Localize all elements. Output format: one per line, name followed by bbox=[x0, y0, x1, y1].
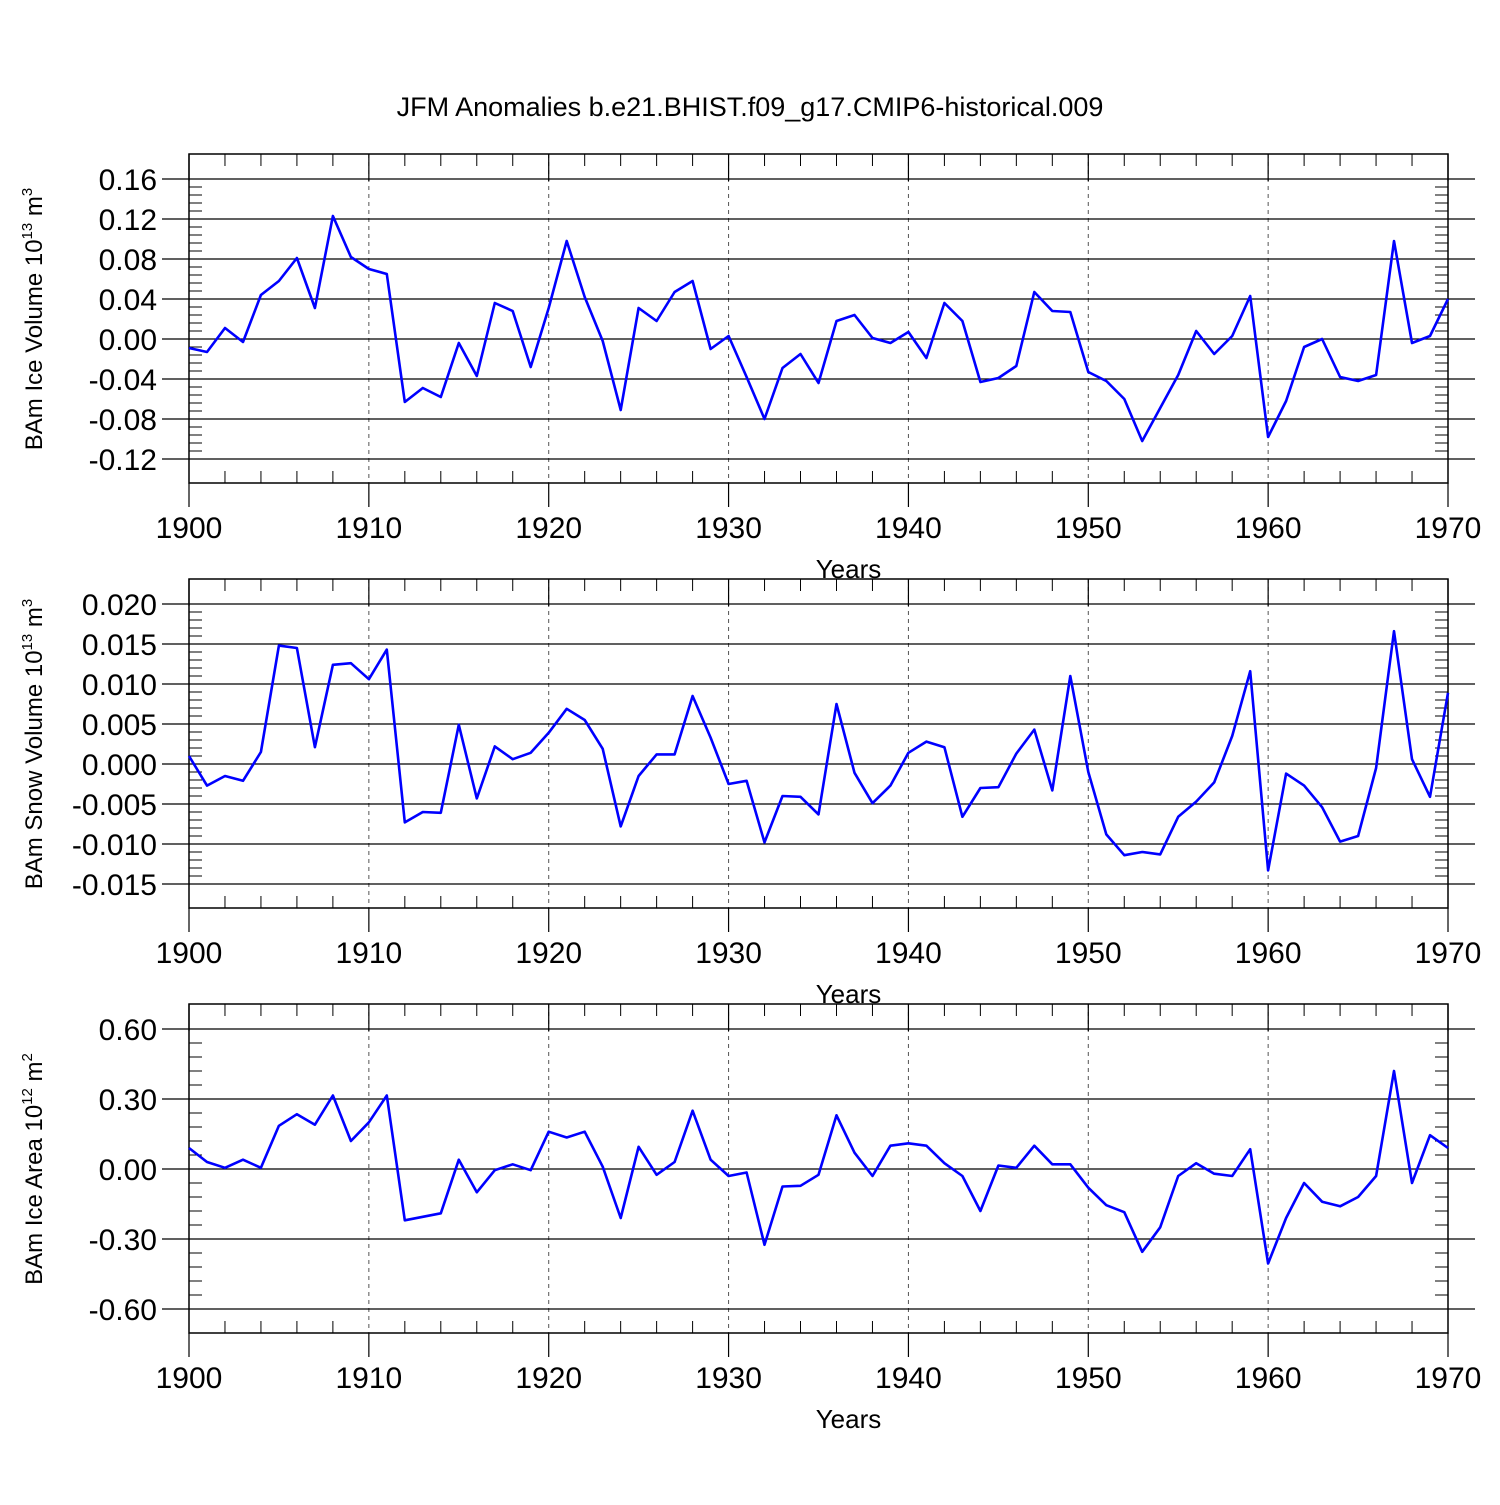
y-tick-label: 0.04 bbox=[99, 284, 157, 317]
y-tick-label: 0.30 bbox=[99, 1084, 157, 1117]
y-tick-label: 0.08 bbox=[99, 244, 157, 277]
x-tick-label: 1920 bbox=[515, 1362, 582, 1395]
y-tick-label: 0.020 bbox=[82, 589, 157, 622]
x-tick-label: 1950 bbox=[1055, 937, 1122, 970]
y-tick-label: -0.12 bbox=[89, 444, 157, 477]
y-tick-label: 0.010 bbox=[82, 669, 157, 702]
x-ticks bbox=[188, 154, 1449, 507]
chart-title: JFM Anomalies b.e21.BHIST.f09_g17.CMIP6-… bbox=[397, 92, 1104, 122]
x-tick-label: 1910 bbox=[335, 937, 402, 970]
plot-frame bbox=[188, 578, 1449, 909]
plot-frame bbox=[188, 153, 1449, 484]
y-tick-label: -0.010 bbox=[72, 829, 157, 862]
x-tick-label: 1960 bbox=[1235, 937, 1302, 970]
y-tick-label: 0.00 bbox=[99, 1154, 157, 1187]
x-ticks bbox=[188, 579, 1449, 932]
y-tick-label: -0.30 bbox=[89, 1224, 157, 1257]
y-tick-label: 0.60 bbox=[99, 1014, 157, 1047]
y-tick-label: -0.04 bbox=[89, 364, 157, 397]
y-tick-label: -0.60 bbox=[89, 1294, 157, 1327]
y-axis-label: BAm Ice Volume 1013 m3 bbox=[19, 188, 48, 450]
x-tick-label: 1960 bbox=[1235, 1362, 1302, 1395]
x-tick-label: 1970 bbox=[1415, 937, 1482, 970]
y-axis-label: BAm Snow Volume 1013 m3 bbox=[19, 599, 48, 890]
x-ticks bbox=[188, 1004, 1449, 1357]
x-tick-label: 1930 bbox=[695, 937, 762, 970]
series-line bbox=[188, 214, 1450, 443]
x-tick-label: 1930 bbox=[695, 1362, 762, 1395]
x-tick-label: 1970 bbox=[1415, 1362, 1482, 1395]
x-tick-label: 1970 bbox=[1415, 512, 1482, 545]
y-ticks bbox=[162, 178, 1475, 460]
x-tick-label: 1910 bbox=[335, 512, 402, 545]
y-tick-label: 0.16 bbox=[99, 164, 157, 197]
x-tick-label: 1920 bbox=[515, 512, 582, 545]
x-axis-label: Years bbox=[816, 1404, 882, 1434]
y-tick-label: 0.005 bbox=[82, 709, 157, 742]
chart-panel-2: -0.015 -0.010 -0.005 0.000 0.005 0.010 0.015 0.… bbox=[19, 578, 1482, 1009]
series-line bbox=[187, 629, 1450, 872]
y-ticks bbox=[162, 603, 1475, 885]
x-tick-label: 1910 bbox=[335, 1362, 402, 1395]
x-tick-label: 1900 bbox=[156, 1362, 223, 1395]
x-tick-label: 1960 bbox=[1235, 512, 1302, 545]
y-tick-label: -0.005 bbox=[72, 789, 157, 822]
y-tick-label: -0.015 bbox=[72, 869, 157, 902]
x-tick-label: 1950 bbox=[1055, 512, 1122, 545]
y-tick-label: 0.00 bbox=[99, 324, 157, 357]
x-tick-label: 1940 bbox=[875, 1362, 942, 1395]
y-axis-label: BAm Ice Area 1012 m2 bbox=[19, 1053, 48, 1285]
chart-panel-1: -0.12 -0.08 -0.04 0.00 0.04 0.08 0.12 0.16 1900 1… bbox=[19, 153, 1482, 584]
x-tick-label: 1940 bbox=[875, 512, 942, 545]
y-ticks bbox=[162, 1028, 1475, 1310]
y-tick-label: 0.12 bbox=[99, 204, 157, 237]
y-tick-label: -0.08 bbox=[89, 404, 157, 437]
x-tick-label: 1940 bbox=[875, 937, 942, 970]
x-tick-label: 1930 bbox=[695, 512, 762, 545]
y-tick-label: 0.000 bbox=[82, 749, 157, 782]
y-tick-label: 0.015 bbox=[82, 629, 157, 662]
x-tick-label: 1900 bbox=[156, 512, 223, 545]
x-tick-label: 1900 bbox=[156, 937, 223, 970]
chart-panel-3: -0.60 -0.30 0.00 0.30 0.60 1900 1910 1920 1930 19… bbox=[19, 1003, 1482, 1434]
x-tick-label: 1920 bbox=[515, 937, 582, 970]
series-line bbox=[188, 1069, 1449, 1265]
x-tick-label: 1950 bbox=[1055, 1362, 1122, 1395]
